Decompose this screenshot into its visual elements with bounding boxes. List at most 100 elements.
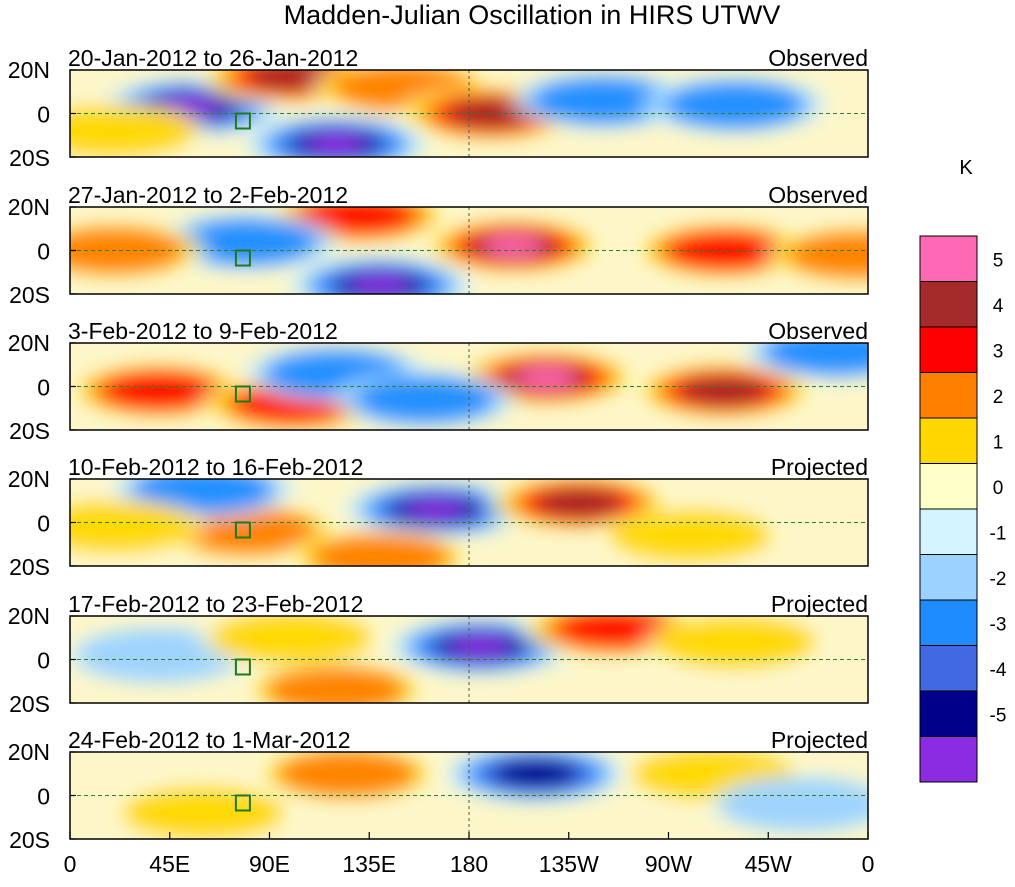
anomaly-field — [70, 207, 868, 294]
colorbar-swatch — [919, 508, 978, 555]
panel-6: 20N 0 20S 24-Feb-2012 to 1-Mar-2012 Projecte… — [8, 727, 869, 853]
y-tick-label: 0 — [37, 511, 50, 537]
panel-period-label: 20-Jan-2012 to 26-Jan-2012 — [68, 45, 358, 71]
anomaly-field — [70, 70, 868, 157]
x-tick-label: 0 — [64, 851, 77, 877]
colorbar-label: -1 — [990, 524, 1007, 545]
colorbar-swatch — [919, 645, 978, 692]
y-tick-label: 20S — [9, 418, 50, 444]
y-tick-label: 20N — [8, 739, 50, 765]
anomaly-3-level-2 — [267, 667, 405, 703]
panel-2: 20N 0 20S 27-Jan-2012 to 2-Feb-2012 Observed — [8, 182, 869, 308]
colorbar-swatch — [919, 372, 978, 419]
colorbar-label: -3 — [990, 615, 1007, 636]
anomaly-1-level-5 — [516, 366, 577, 389]
panel-period-label: 3-Feb-2012 to 9-Feb-2012 — [68, 318, 338, 344]
colorbar-label: -5 — [990, 706, 1007, 727]
y-tick-label: 0 — [37, 648, 50, 674]
y-tick-label: 20S — [9, 554, 50, 580]
colorbar-label: 5 — [993, 251, 1004, 272]
y-tick-label: 0 — [37, 102, 50, 128]
colorbar-label: 1 — [993, 433, 1004, 454]
anomaly-1-level-5 — [450, 635, 511, 658]
x-tick-label: 90W — [645, 851, 693, 877]
anomaly-5-level-1 — [719, 778, 868, 831]
y-tick-label: 20N — [8, 603, 50, 629]
x-tick-label: 45W — [745, 851, 793, 877]
anomaly-7-level-2 — [666, 82, 804, 128]
anomaly-2-level-4 — [536, 488, 623, 518]
anomaly-8-level-1 — [70, 104, 197, 157]
anomaly-4-level-1 — [653, 616, 817, 669]
anomaly-field — [70, 616, 868, 703]
colorbar-swatch — [919, 235, 978, 282]
colorbar-swatch — [919, 599, 978, 646]
colorbar-swatch — [919, 463, 978, 510]
y-tick-label: 20N — [8, 194, 50, 220]
anomaly-3-level-5 — [350, 274, 411, 294]
colorbar-swatch — [919, 554, 978, 601]
region-box — [234, 521, 251, 539]
colorbar-label: 4 — [993, 296, 1004, 317]
anomaly-2-level-3 — [102, 372, 215, 410]
panel-period-label: 10-Feb-2012 to 16-Feb-2012 — [68, 454, 363, 480]
region-box — [234, 658, 251, 676]
anomaly-field — [70, 752, 868, 839]
anomaly-4-level-2 — [178, 219, 317, 265]
panel-status-label: Projected — [771, 591, 868, 617]
anomaly-1-level-5 — [483, 235, 544, 258]
panel-3: 20N 0 20S 3-Feb-2012 to 9-Feb-2012 Observed — [8, 318, 869, 444]
colorbar-swatch — [919, 326, 978, 373]
anomaly-4-level-1 — [121, 786, 285, 839]
y-tick-label: 0 — [37, 784, 50, 810]
colorbar-label: 2 — [993, 387, 1004, 408]
anomaly-field — [70, 343, 868, 430]
y-tick-label: 20N — [8, 330, 50, 356]
colorbar-swatch — [919, 690, 978, 737]
anomaly-4-level-2 — [311, 534, 450, 566]
colorbar-swatch — [919, 417, 978, 464]
x-tick-label: 135E — [342, 851, 396, 877]
colorbar: K 5 4 3 2 1 0 -1 -2 -3 -4 -5 — [919, 157, 1007, 783]
panel-status-label: Observed — [768, 318, 868, 344]
panel-status-label: Observed — [768, 45, 868, 71]
panel-4: 20N 0 20S 10-Feb-2012 to 16-Feb-2012 Project… — [8, 454, 869, 580]
region-box — [234, 385, 251, 403]
panel-1: 20N 0 20S 20-Jan-2012 to 26-Jan-2012 Observe… — [8, 45, 869, 171]
anomaly-6-level-1 — [608, 509, 773, 562]
region-box — [234, 112, 251, 130]
colorbar-unit: K — [959, 157, 973, 179]
colorbar-label: 0 — [993, 478, 1004, 499]
x-tick-label: 180 — [450, 851, 488, 877]
anomaly-6-level-2 — [533, 78, 671, 123]
x-tick-label: 0 — [862, 851, 875, 877]
anomaly-2-level-2 — [278, 752, 417, 797]
x-tick-label: 45E — [149, 851, 190, 877]
y-tick-label: 20N — [8, 57, 50, 83]
anomaly-3-level-2 — [178, 508, 317, 554]
anomaly-1-level-5 — [405, 498, 466, 521]
x-tick-label: 90E — [249, 851, 290, 877]
anomaly-6-level-1 — [209, 616, 374, 664]
y-tick-label: 20S — [9, 827, 50, 853]
region-box — [234, 794, 251, 812]
colorbar-swatch — [919, 736, 978, 783]
panels-group: 20N 0 20S 20-Jan-2012 to 26-Jan-2012 Observe… — [8, 45, 869, 853]
x-axis: 0 45E 90E 135E 180 135W 90W 45W 0 — [64, 832, 875, 877]
anomaly-7-level-2 — [765, 343, 868, 375]
y-tick-label: 0 — [37, 239, 50, 265]
panel-5: 20N 0 20S 17-Feb-2012 to 23-Feb-2012 Project… — [8, 591, 869, 717]
panel-period-label: 27-Jan-2012 to 2-Feb-2012 — [68, 182, 348, 208]
anomaly-6-level-2 — [355, 377, 494, 422]
anomaly-7-level-1 — [70, 500, 197, 554]
panel-status-label: Observed — [768, 182, 868, 208]
y-tick-label: 20S — [9, 145, 50, 171]
region-box — [234, 249, 251, 267]
y-tick-label: 0 — [37, 375, 50, 401]
colorbar-label: 3 — [993, 342, 1004, 363]
colorbar-swatch — [919, 281, 978, 328]
colorbar-label: -4 — [990, 660, 1007, 681]
x-tick-label: 135W — [539, 851, 599, 877]
panel-status-label: Projected — [771, 727, 868, 753]
panel-period-label: 17-Feb-2012 to 23-Feb-2012 — [68, 591, 363, 617]
